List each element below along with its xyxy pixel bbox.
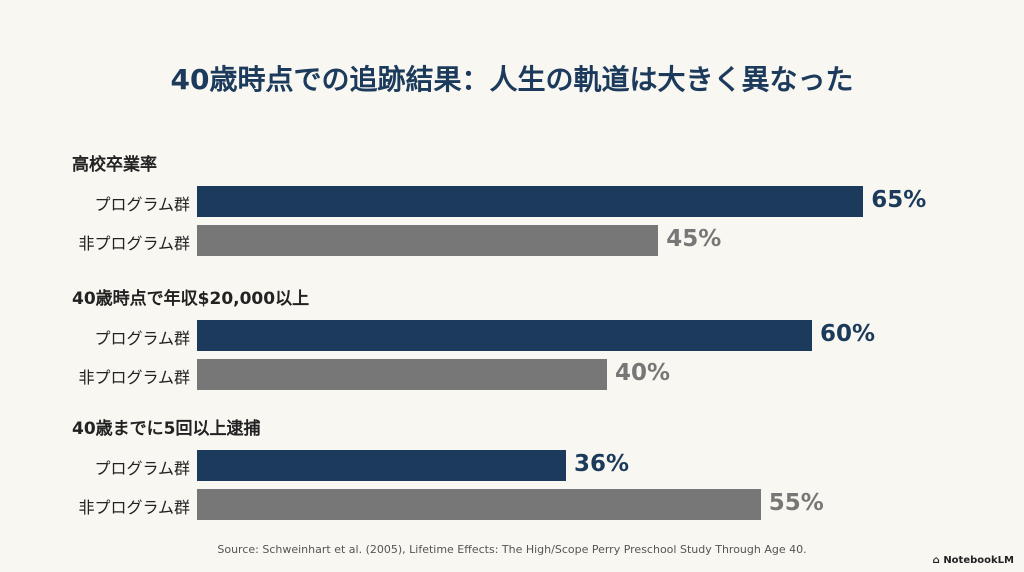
group-title: 40歳までに5回以上逮捕 <box>72 419 261 439</box>
group-title: 高校卒業率 <box>72 155 157 175</box>
bar-label: 非プログラム群 <box>78 497 190 517</box>
data-label: 45% <box>666 225 722 252</box>
bar-program <box>197 186 864 217</box>
data-label: 60% <box>820 321 876 347</box>
bar-label: 非プログラム群 <box>78 233 190 253</box>
chart-title: 40歳時点での追跡結果：人生の軌道は大きく異なった <box>170 63 854 96</box>
brand-name: NotebookLM <box>943 555 1014 566</box>
data-label: 65% <box>871 187 927 213</box>
group-title: 40歳時点で年収$20,000以上 <box>72 289 310 309</box>
brand-logo: ⌂ NotebookLM <box>933 555 1014 566</box>
data-label: 55% <box>768 489 824 516</box>
bar-program <box>197 320 812 351</box>
bar-non-program <box>197 488 761 520</box>
bar-non-program <box>197 224 659 256</box>
bar-non-program <box>197 358 607 390</box>
bar-program <box>197 450 566 481</box>
bar-label: 非プログラム群 <box>78 367 190 387</box>
source-note: Source: Schweinhart et al. (2005), Lifet… <box>217 543 807 556</box>
data-label: 36% <box>574 451 630 477</box>
bar-label: プログラム群 <box>94 195 190 214</box>
bar-label: プログラム群 <box>94 459 190 478</box>
notebooklm-icon: ⌂ <box>932 555 944 566</box>
data-label: 40% <box>615 359 671 386</box>
bar-label: プログラム群 <box>94 329 190 348</box>
